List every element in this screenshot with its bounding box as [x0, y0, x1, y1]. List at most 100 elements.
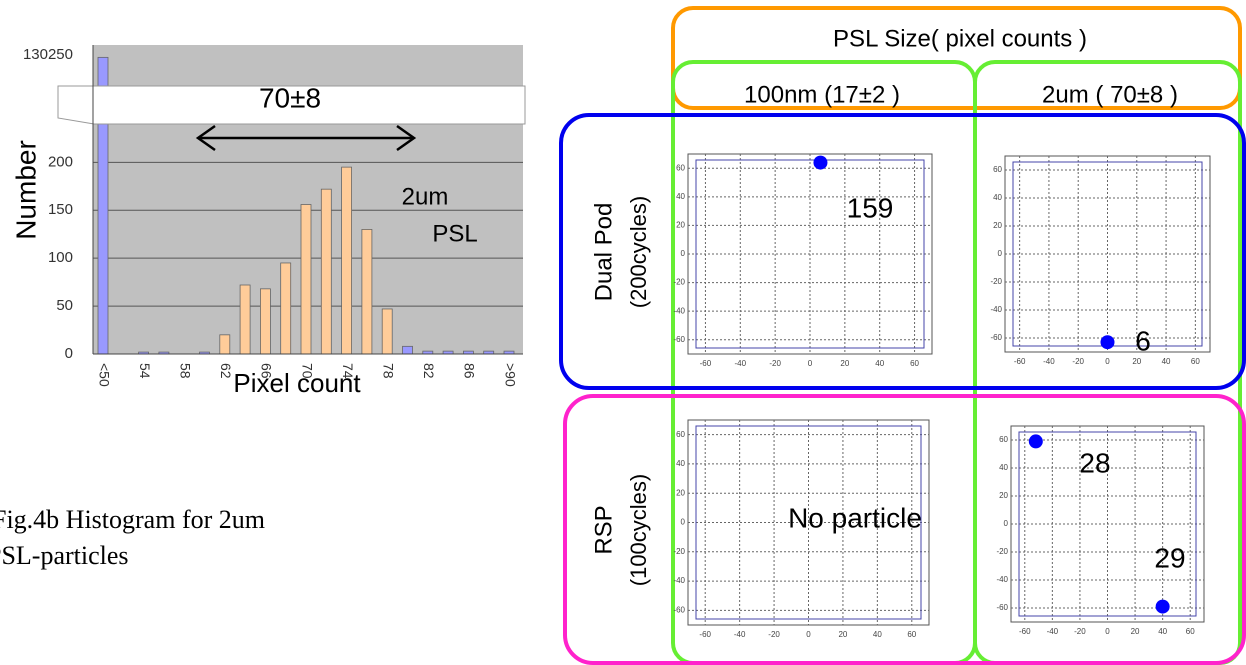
x-tick-label: 0 — [1105, 357, 1110, 366]
x-tick-label: 40 — [1162, 357, 1171, 366]
bar — [381, 308, 393, 355]
x-tick-label: -20 — [1072, 357, 1084, 366]
point — [1155, 599, 1170, 614]
y-tick-label: 60 — [676, 430, 685, 439]
x-tick-label: 54 — [137, 363, 153, 379]
x-tick-label: 0 — [1105, 627, 1110, 636]
x-tick-label: -20 — [768, 630, 780, 639]
y-tick-label: -40 — [996, 575, 1008, 584]
annotation: 70±8 — [259, 82, 321, 113]
annotation: 159 — [847, 192, 894, 223]
x-tick-label: -60 — [1014, 357, 1026, 366]
y-tick-label: 20 — [676, 488, 685, 497]
y-tick-label: -20 — [673, 278, 685, 287]
x-tick-label: 60 — [910, 359, 919, 368]
point — [1028, 434, 1043, 449]
x-tick-label: 40 — [873, 630, 882, 639]
bar — [219, 334, 231, 355]
y-tick-label: -40 — [990, 305, 1002, 314]
y-tick-label: 20 — [676, 221, 685, 230]
x-tick-label: 0 — [808, 359, 813, 368]
y-tick-label: 100 — [48, 249, 73, 266]
y-tick-label: 150 — [48, 201, 73, 218]
axis-break — [57, 85, 526, 125]
y-tick-label: 60 — [676, 163, 685, 172]
annotation: 2um — [402, 183, 449, 210]
x-tick-label: 0 — [806, 630, 811, 639]
y-tick-label: 40 — [993, 193, 1002, 202]
x-tick-label: -60 — [1019, 627, 1031, 636]
x-tick-label: 60 — [907, 630, 916, 639]
caption-line: PSL-particles — [0, 541, 129, 570]
x-tick-label: 66 — [259, 363, 275, 379]
annotation: PSL — [432, 220, 477, 247]
y-tick-label: -60 — [990, 333, 1002, 342]
row-header: (200cycles) — [626, 196, 651, 308]
row-header: RSP — [590, 505, 617, 554]
y-tick-label: 0 — [1004, 519, 1009, 528]
y-tick-label: 130250 — [23, 46, 73, 63]
column-header: 100nm (17±2 ) — [744, 81, 900, 108]
caption-line: Fig.4b Histogram for 2um — [0, 505, 265, 534]
column-header: 2um ( 70±8 ) — [1042, 81, 1178, 108]
y-tick-label: -60 — [673, 335, 685, 344]
x-tick-label: 20 — [840, 359, 849, 368]
y-tick-label: 60 — [993, 165, 1002, 174]
y-tick-label: -60 — [673, 605, 685, 614]
y-tick-label: 50 — [56, 297, 73, 314]
x-axis-label: Pixel count — [233, 368, 361, 398]
y-axis-label: Number — [10, 140, 41, 240]
y-tick-label: -20 — [990, 277, 1002, 286]
x-tick-label: 20 — [838, 630, 847, 639]
row-header: (100cycles) — [626, 474, 651, 586]
x-tick-label: -40 — [1047, 627, 1059, 636]
point — [813, 155, 828, 170]
y-tick-label: 200 — [48, 153, 73, 170]
y-tick-label: 20 — [993, 221, 1002, 230]
row-header: Dual Pod — [590, 203, 617, 302]
x-tick-label: 20 — [1131, 627, 1140, 636]
x-tick-label: 58 — [177, 363, 193, 379]
bar — [402, 345, 413, 355]
x-tick-label: 74 — [340, 363, 356, 379]
y-tick-label: 0 — [681, 518, 686, 527]
row-box — [559, 113, 1246, 390]
y-tick-label: 0 — [65, 345, 73, 362]
x-tick-label: -20 — [1074, 627, 1086, 636]
annotation: 29 — [1154, 542, 1185, 573]
annotation: 6 — [1135, 325, 1151, 356]
annotation: No particle — [788, 502, 922, 533]
y-tick-label: 40 — [999, 463, 1008, 472]
bar — [300, 204, 312, 355]
x-tick-label: 70 — [299, 363, 315, 379]
y-tick-label: -40 — [673, 306, 685, 315]
x-tick-label: 40 — [1158, 627, 1167, 636]
bar — [280, 262, 292, 355]
point — [1100, 335, 1115, 350]
row-box — [563, 394, 1246, 665]
x-tick-label: 60 — [1186, 627, 1195, 636]
y-tick-label: -20 — [673, 547, 685, 556]
bar — [341, 166, 353, 355]
bar — [320, 188, 332, 355]
inner-frame — [1018, 431, 1197, 617]
bar — [259, 288, 271, 355]
y-tick-label: 0 — [998, 249, 1003, 258]
table-title: PSL Size( pixel counts ) — [833, 25, 1087, 52]
bar — [361, 229, 373, 355]
x-tick-label: -40 — [734, 630, 746, 639]
x-tick-label: 62 — [218, 363, 234, 379]
inner-frame — [695, 159, 925, 349]
y-tick-label: -20 — [996, 547, 1008, 556]
y-tick-label: -60 — [996, 603, 1008, 612]
x-tick-label: 60 — [1191, 357, 1200, 366]
y-tick-label: 60 — [999, 435, 1008, 444]
y-tick-label: -40 — [673, 576, 685, 585]
x-tick-label: -20 — [769, 359, 781, 368]
y-tick-label: 40 — [676, 459, 685, 468]
x-tick-label: -60 — [699, 630, 711, 639]
x-tick-label: -40 — [1043, 357, 1055, 366]
x-tick-label: 82 — [421, 363, 437, 379]
x-tick-label: 78 — [380, 363, 396, 379]
